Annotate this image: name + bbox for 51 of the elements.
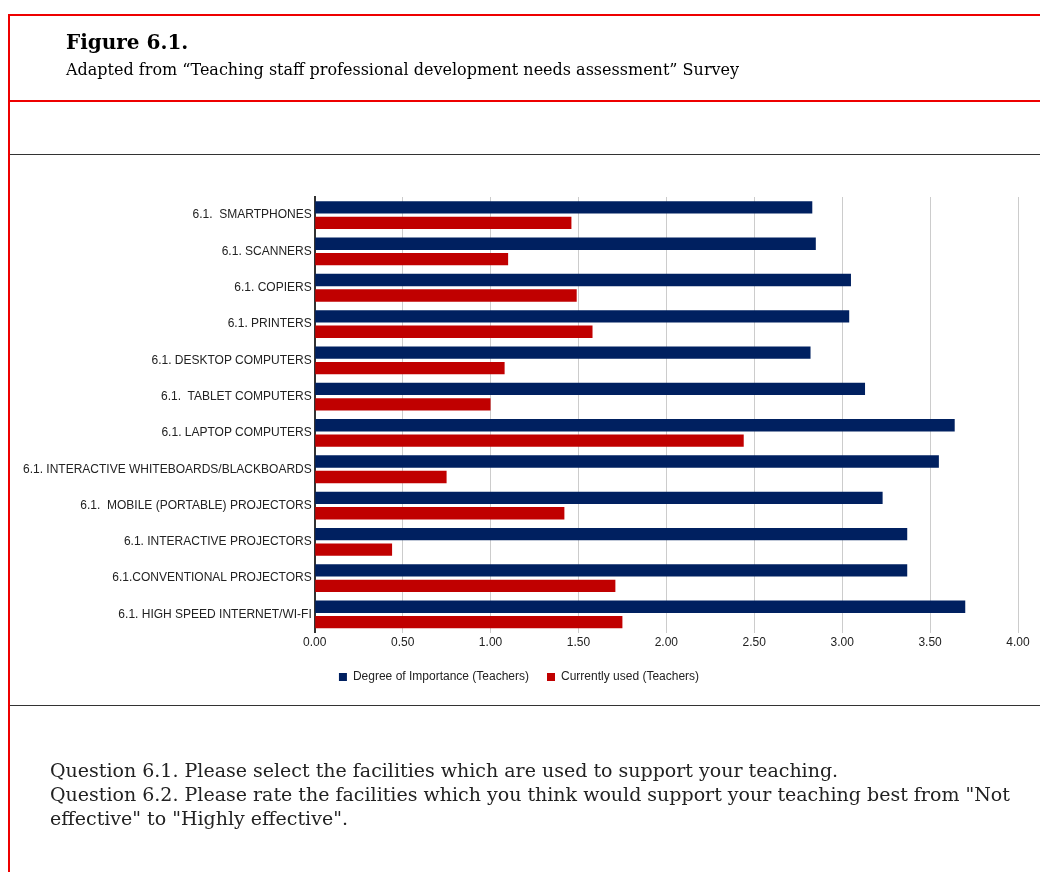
x-tick-label: 0.50 bbox=[390, 635, 415, 650]
chart-subtitle: Adapted from “Teaching staff professional development needs assessment” Survey bbox=[66, 60, 741, 79]
bar bbox=[315, 455, 939, 468]
y-tick-label: 6.1. MOBILE (PORTABLE) PROJECTORS bbox=[80, 497, 312, 512]
bar bbox=[315, 201, 813, 214]
bar bbox=[315, 398, 491, 411]
bar bbox=[315, 507, 565, 520]
bar bbox=[315, 419, 955, 432]
x-tick-label: 1.50 bbox=[566, 635, 591, 650]
x-tick-label: 3.00 bbox=[830, 635, 855, 650]
x-tick-label: 2.50 bbox=[742, 635, 767, 650]
y-tick-label: 6.1. DESKTOP COMPUTERS bbox=[151, 352, 312, 367]
bar bbox=[315, 527, 908, 541]
bar bbox=[315, 289, 577, 302]
bar bbox=[315, 346, 811, 359]
x-tick-label: 0.00 bbox=[303, 635, 327, 650]
bar bbox=[315, 470, 447, 484]
bar bbox=[315, 325, 593, 338]
bar bbox=[315, 579, 616, 593]
bar bbox=[315, 237, 816, 250]
legend-label: Currently used (Teachers) bbox=[561, 669, 700, 684]
x-tick-label: 3.50 bbox=[918, 635, 943, 650]
x-tick-label: 4.00 bbox=[1006, 635, 1030, 650]
y-tick-label: 6.1. SMARTPHONES bbox=[192, 207, 312, 222]
y-tick-label: 6.1. INTERACTIVE PROJECTORS bbox=[123, 534, 312, 549]
y-tick-label: 6.1. LAPTOP COMPUTERS bbox=[161, 425, 312, 440]
bar bbox=[315, 615, 623, 629]
bar bbox=[315, 216, 572, 230]
bar bbox=[315, 273, 851, 287]
text: Question 6.1. Please select the facilities which are used to support your teaching. bbox=[50, 758, 840, 782]
bar bbox=[315, 543, 393, 556]
y-tick-label: 6.1. HIGH SPEED INTERNET/WI-FI bbox=[118, 606, 312, 621]
bar bbox=[315, 310, 850, 323]
y-tick-label: 6.1. TABLET COMPUTERS bbox=[161, 388, 312, 403]
y-tick-label: 6.1. INTERACTIVE WHITEBOARDS/BLACKBOARDS bbox=[22, 461, 312, 476]
bar bbox=[315, 491, 883, 505]
y-tick-label: 6.1. SCANNERS bbox=[221, 243, 312, 258]
y-tick-label: 6.1. COPIERS bbox=[234, 280, 312, 295]
bar bbox=[315, 434, 744, 447]
bar bbox=[315, 600, 966, 613]
bar bbox=[315, 382, 866, 396]
bar bbox=[315, 252, 509, 266]
bar bbox=[315, 361, 505, 375]
y-tick-label: 6.1. PRINTERS bbox=[227, 316, 312, 331]
bar bbox=[315, 564, 908, 577]
legend-label: Degree of Importance (Teachers) bbox=[352, 669, 530, 684]
text: Figure 6.1. bbox=[66, 29, 190, 54]
y-tick-label: 6.1.CONVENTIONAL PROJECTORS bbox=[112, 570, 312, 585]
x-tick-label: 1.00 bbox=[478, 635, 503, 650]
x-tick-label: 2.00 bbox=[654, 635, 679, 650]
text: Question 6.2. Please rate the facilities which you think would support your teaching best from "Not effective" to "Highly effective". bbox=[50, 782, 1010, 830]
